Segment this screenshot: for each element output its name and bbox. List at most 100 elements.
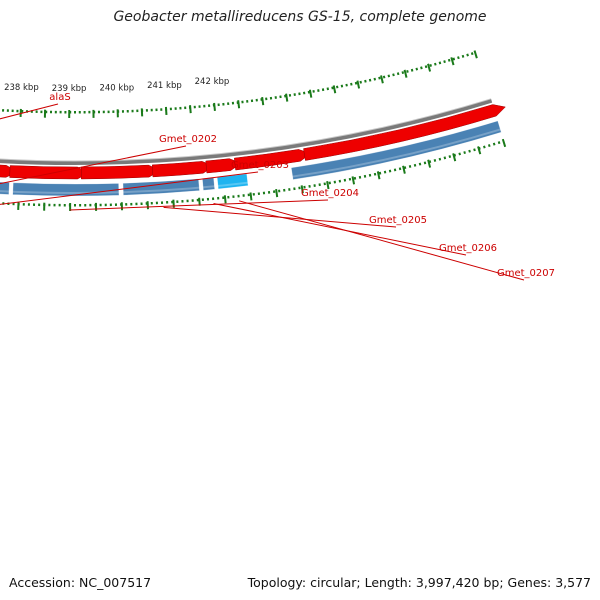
feature-Gmet_0205 [122, 178, 200, 196]
map-title: Geobacter metallireducens GS-15, complet… [113, 9, 487, 25]
outer-tick-major [275, 188, 279, 198]
kbp-label: 239 kbp [52, 84, 87, 94]
outer-tick-major [402, 165, 406, 174]
inner-tick-dot [457, 56, 460, 60]
outer-tick-major [300, 185, 304, 194]
outer-tick-major [427, 159, 432, 168]
cds-arrow-9 [303, 104, 506, 161]
inner-tick-dot [420, 66, 423, 70]
outer-tick-major [249, 192, 253, 201]
inner-tick-dot [359, 80, 362, 84]
outer-tick-major [501, 138, 507, 148]
inner-tick-major [473, 50, 478, 59]
outer-tick-dot [373, 172, 377, 176]
inner-tick-dot [354, 81, 358, 85]
outer-tick-dot [423, 161, 427, 165]
gene-label: Gmet_0204 [301, 188, 359, 199]
leader-line [0, 103, 59, 120]
outer-tick-major [326, 180, 330, 190]
inner-tick-major [332, 85, 337, 94]
inner-tick-major [213, 102, 216, 111]
outer-tick-major [198, 197, 201, 206]
leader-line [69, 199, 329, 211]
feature-Gmet_0204 [12, 182, 120, 197]
outer-tick-major [223, 195, 227, 204]
outer-tick-dot [448, 155, 452, 159]
outer-tick-dot [408, 165, 412, 168]
leader-line [238, 200, 525, 281]
gene-labels: alaS Gmet_0202 Gmet_0203 Gmet_0204 Gmet_0205… [49, 92, 555, 279]
kbp-label: 238 kbp [4, 83, 39, 93]
leader-line [0, 145, 187, 185]
inner-tick-dot [443, 60, 446, 64]
tick-ring [2, 50, 507, 211]
feature-next [290, 120, 502, 180]
inner-tick-dot [373, 77, 377, 81]
inner-tick-dot [466, 53, 469, 57]
kbp-label: 240 kbp [99, 83, 134, 93]
inner-tick-dot [410, 68, 414, 72]
inner-tick-major [450, 57, 455, 66]
inner-tick-dot [434, 62, 437, 66]
inner-tick-dot [447, 58, 451, 62]
outer-tick-major [452, 153, 457, 162]
outer-tick-major [477, 146, 482, 155]
inner-tick-major [380, 75, 384, 84]
inner-tick-dot [470, 52, 474, 56]
gene-label: Gmet_0203 [231, 160, 289, 171]
leader-line [0, 171, 259, 205]
inner-tick-dot [350, 82, 353, 86]
backbone-highlight [0, 98, 492, 162]
outer-tick-dot [497, 141, 501, 145]
outer-tick-dot [453, 153, 457, 157]
cds-arrow-5 [80, 164, 161, 180]
outer-tick-dot [368, 173, 372, 177]
inner-tick-dot [406, 69, 409, 73]
inner-tick-dot [452, 57, 456, 61]
outer-tick-dot [492, 142, 496, 146]
outer-tick-dot [383, 170, 387, 174]
outer-tick-dot [438, 157, 442, 161]
outer-tick-dot [393, 168, 397, 172]
cds-arrow-4 [9, 165, 90, 180]
outer-tick-dot [428, 160, 432, 164]
inner-tick-dot [438, 61, 442, 65]
inner-tick-major [189, 105, 192, 114]
outer-tick-dot [463, 151, 466, 155]
outer-tick-dot [473, 148, 476, 152]
feature-Gmet_0207 [216, 173, 249, 190]
inner-tick-dot [396, 72, 400, 76]
outer-tick-dot [487, 144, 491, 148]
outer-tick-major [376, 171, 381, 180]
outer-tick-dot [413, 163, 417, 167]
outer-tick-dot [388, 169, 392, 173]
accession-text: Accession: NC_007517 [9, 575, 152, 590]
feature-gloss [0, 128, 501, 194]
inner-tick-dot [424, 65, 428, 69]
label-leaders [0, 103, 525, 281]
gene-label: alaS [49, 92, 70, 103]
gene-label: Gmet_0205 [369, 215, 427, 226]
inner-tick-dot [401, 71, 405, 75]
outer-tick-dot [483, 145, 486, 149]
inner-tick-dot [368, 78, 372, 82]
outer-tick-dot [443, 156, 447, 160]
outer-tick-dot [458, 152, 461, 156]
feature-Gmet_0203 [0, 181, 10, 195]
gene-label: Gmet_0206 [439, 243, 497, 254]
kbp-label: 241 kbp [147, 81, 182, 91]
inner-tick-dot [415, 67, 419, 71]
cds-arrow-6 [152, 161, 215, 178]
inner-tick-dot [429, 63, 432, 67]
inner-tick-dot [382, 75, 386, 79]
inner-tick-major [308, 89, 313, 98]
inner-tick-major [403, 69, 408, 78]
inner-tick-major [356, 80, 361, 89]
outer-tick-dot [378, 171, 382, 175]
inner-tick-major [427, 63, 432, 72]
inner-tick-major [285, 93, 289, 102]
inner-tick-major [237, 100, 241, 109]
inner-tick-dot [378, 76, 381, 80]
